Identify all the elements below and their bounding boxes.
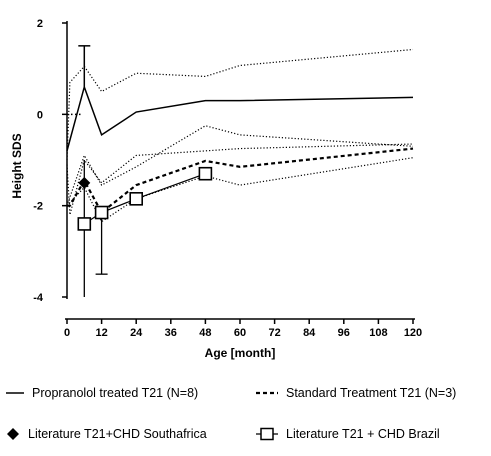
brazil-square-marker xyxy=(94,205,109,220)
legend-item-southafrica: Literature T21+CHD Southafrica xyxy=(6,427,207,441)
propranolol-lower-band xyxy=(66,143,414,215)
brazil-square-marker xyxy=(198,166,213,181)
y-tick-label: 2 xyxy=(37,18,43,30)
solid-line-icon xyxy=(6,392,24,394)
confidence-bands xyxy=(66,48,414,223)
southafrica-diamond-marker xyxy=(78,176,91,189)
x-tick-label: 36 xyxy=(165,327,177,339)
brazil-square-marker xyxy=(77,217,92,231)
y-tick-label: -4 xyxy=(33,292,44,304)
mean-lines xyxy=(66,84,414,225)
literature-markers xyxy=(77,166,213,231)
legend-label-standard: Standard Treatment T21 (N=3) xyxy=(286,386,457,400)
square-marker-icon xyxy=(256,427,278,441)
y-tick-label: 0 xyxy=(37,109,43,121)
legend-label-brazil: Literature T21 + CHD Brazil xyxy=(286,427,440,441)
x-tick-label: 0 xyxy=(64,327,70,339)
x-tick-label: 120 xyxy=(404,327,422,339)
legend: Propranolol treated T21 (N=8) Standard T… xyxy=(0,378,491,456)
x-tick-label: 84 xyxy=(303,327,316,339)
x-tick-label: 12 xyxy=(95,327,107,339)
legend-label-southafrica: Literature T21+CHD Southafrica xyxy=(28,427,207,441)
x-tick-label: 24 xyxy=(130,327,143,339)
height-sds-chart: -4 -2 0 2 0 12 24 36 48 60 72 84 96 108 120 Height SDS… xyxy=(10,18,422,360)
axes: -4 -2 0 2 0 12 24 36 48 60 72 84 96 108 120 xyxy=(33,18,422,339)
x-tick-label: 72 xyxy=(268,327,280,339)
x-tick-label: 108 xyxy=(369,327,387,339)
legend-item-propranolol: Propranolol treated T21 (N=8) xyxy=(6,386,198,400)
legend-label-propranolol: Propranolol treated T21 (N=8) xyxy=(32,386,199,400)
x-axis-label: Age [month] xyxy=(205,346,276,360)
standard-mean-line xyxy=(67,147,414,215)
brazil-square-marker xyxy=(129,192,143,206)
propranolol-mean-line xyxy=(66,84,414,152)
y-axis-label: Height SDS xyxy=(10,133,24,198)
y-tick-label: -2 xyxy=(33,201,43,213)
legend-item-standard: Standard Treatment T21 (N=3) xyxy=(256,386,456,400)
legend-item-brazil: Literature T21 + CHD Brazil xyxy=(256,427,440,441)
x-tick-label: 48 xyxy=(199,327,211,339)
x-tick-label: 96 xyxy=(338,327,350,339)
brazil-line xyxy=(83,173,206,225)
diamond-marker-icon xyxy=(7,428,19,440)
propranolol-upper-band xyxy=(66,48,414,161)
dashed-line-icon xyxy=(256,391,278,395)
x-tick-label: 60 xyxy=(234,327,246,339)
